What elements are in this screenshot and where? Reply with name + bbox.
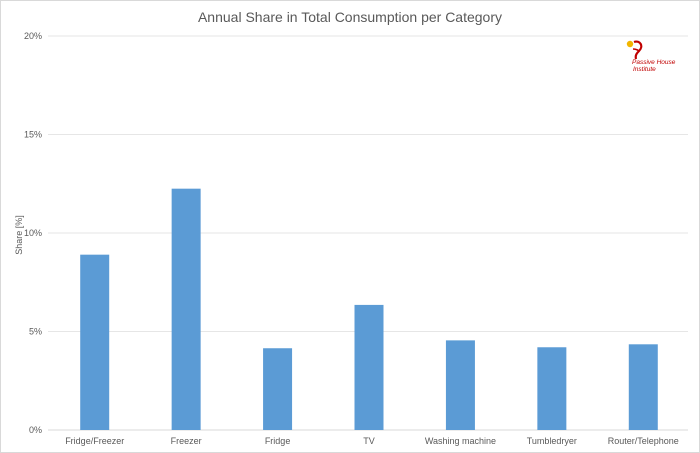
logo-text-line1: Passive House: [632, 59, 676, 66]
y-tick-label: 0%: [29, 425, 42, 435]
y-tick-label: 10%: [24, 228, 42, 238]
bar: [445, 340, 475, 430]
x-tick-label: Freezer: [171, 436, 202, 446]
bar: [263, 348, 293, 430]
x-tick-label: TV: [363, 436, 375, 446]
x-tick-label: Fridge: [265, 436, 291, 446]
x-tick-label: Router/Telephone: [608, 436, 679, 446]
bar: [80, 254, 110, 430]
logo-mark-icon: [626, 40, 643, 60]
x-tick-label: Tumbledryer: [527, 436, 577, 446]
x-tick-label: Washing machine: [425, 436, 496, 446]
bar: [354, 304, 384, 430]
x-tick-label: Fridge/Freezer: [65, 436, 124, 446]
bar: [628, 344, 658, 430]
y-tick-label: 15%: [24, 130, 42, 140]
y-tick-label: 5%: [29, 327, 42, 337]
y-tick-label: 20%: [24, 31, 42, 41]
chart-title: Annual Share in Total Consumption per Ca…: [197, 9, 503, 25]
bar: [171, 188, 201, 430]
bar: [537, 347, 567, 430]
logo-text-line2: Institute: [633, 66, 656, 73]
passive-house-institute-logo: Passive House Institute: [624, 38, 684, 78]
